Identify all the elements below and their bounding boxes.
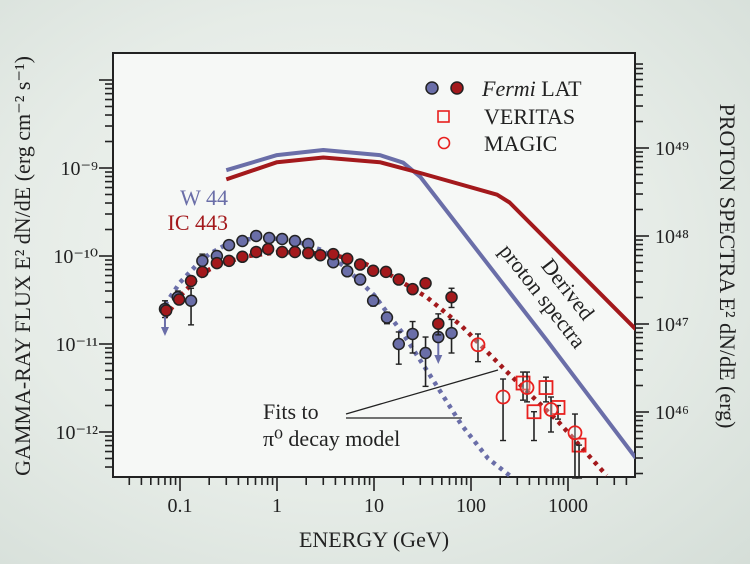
y-left-tick-label: 10⁻¹⁰ xyxy=(53,246,98,268)
x-tick-label: 0.1 xyxy=(168,495,193,517)
veritas-point xyxy=(538,380,554,395)
ic-443-point xyxy=(196,265,209,279)
magic-point xyxy=(519,380,535,395)
ic-443-point xyxy=(326,247,340,261)
w-44-point xyxy=(288,234,302,248)
w-44-proton-spectrum-curve xyxy=(225,148,635,460)
legend-marker-ic443 xyxy=(450,81,464,95)
legend-marker-veritas xyxy=(437,110,450,123)
ic-443-point xyxy=(288,245,302,259)
upper-limit-arrowhead xyxy=(434,355,443,365)
ic-443-point xyxy=(249,245,263,259)
ic-443-point xyxy=(366,264,380,277)
magic-point xyxy=(567,425,583,441)
ic-443-point xyxy=(222,254,236,268)
ic-443-point xyxy=(172,293,186,306)
legend-label-magic: MAGIC xyxy=(484,131,557,156)
legend-marker-magic xyxy=(437,136,451,150)
legend-label-veritas: VERITAS xyxy=(484,104,575,129)
magic-point xyxy=(543,402,559,417)
ic-443-point xyxy=(275,245,289,259)
ic-443-point xyxy=(261,242,275,256)
veritas-point xyxy=(515,375,531,391)
legend-marker-w44 xyxy=(425,81,439,95)
label-ic443: IC 443 xyxy=(168,210,229,235)
ic-443-point xyxy=(406,282,419,296)
x-tick-label: 10 xyxy=(364,495,384,517)
ic-443-point xyxy=(302,246,315,260)
w-44-point xyxy=(380,311,394,324)
y-right-tick-label: 10⁴⁹ xyxy=(655,138,689,160)
y-left-tick-label: 10⁻¹² xyxy=(55,422,98,444)
fits-annotation-line1: Fits to xyxy=(263,399,319,424)
veritas-point xyxy=(526,404,542,420)
w-44-point xyxy=(222,238,236,252)
w-44-point xyxy=(353,273,367,286)
fits-pointer-line xyxy=(345,369,499,415)
w-44-point xyxy=(236,234,249,248)
upper-limit-arrowhead xyxy=(160,326,169,336)
ic-443-point xyxy=(432,317,445,330)
y-left-tick-label: 10⁻⁹ xyxy=(60,158,98,180)
legend-fermi-italic: Fermi xyxy=(481,76,536,101)
w-44-point xyxy=(262,231,276,245)
y-right-tick-label: 10⁴⁶ xyxy=(655,402,689,424)
x-axis-label: ENERGY (GeV) xyxy=(299,527,449,552)
ic-443-point xyxy=(184,274,198,288)
ic-443-point xyxy=(159,304,173,317)
fits-annotation-line2: π⁰ decay model xyxy=(263,426,400,451)
x-tick-label: 100 xyxy=(456,495,486,517)
ic-443-point xyxy=(314,248,327,262)
w-44-point xyxy=(445,326,458,340)
w-44-point xyxy=(184,294,198,308)
y-axis-label-right: PROTON SPECTRA E² dN/dE (erg) xyxy=(715,104,740,429)
y-left-tick-label: 10⁻¹¹ xyxy=(55,334,98,356)
ic-443-point xyxy=(210,256,224,270)
axis-ticks: 0.1 1 10 100 1000 10⁻⁹ 10⁻¹⁰ 10⁻¹¹ 10⁻¹² 10⁴⁹ 10⁴⁸… xyxy=(53,63,689,517)
y-right-tick-label: 10⁴⁷ xyxy=(655,314,689,336)
ic-443-point xyxy=(419,277,432,290)
ic-443-point xyxy=(341,252,354,266)
ic-443-point xyxy=(379,265,393,279)
label-w44: W 44 xyxy=(180,185,228,210)
x-tick-label: 1 xyxy=(272,495,282,517)
ic-443-point xyxy=(353,258,367,271)
ic-443-point xyxy=(236,250,249,264)
legend: Fermi LAT VERITAS MAGIC xyxy=(425,76,582,156)
w-44-point xyxy=(341,265,354,278)
w-44-point xyxy=(392,337,406,351)
w-44-point xyxy=(419,346,432,360)
x-tick-label: 1000 xyxy=(548,495,588,517)
w-44-point xyxy=(366,294,380,308)
y-axis-label-left: GAMMA-RAY FLUX E² dN/dE (erg cm⁻² s⁻¹) xyxy=(10,56,35,476)
w-44-point xyxy=(406,327,419,341)
magic-point xyxy=(470,337,486,353)
magic-point xyxy=(495,389,511,405)
ic-443-point xyxy=(445,290,458,304)
y-right-tick-label: 10⁴⁸ xyxy=(655,226,689,248)
w-44-point xyxy=(275,232,289,246)
data-points xyxy=(158,229,587,479)
w-44-point xyxy=(196,254,209,268)
legend-fermi-rest: LAT xyxy=(541,76,582,101)
w-44-point xyxy=(249,229,263,243)
ic-443-point xyxy=(392,273,406,286)
legend-label-fermi: Fermi LAT xyxy=(481,76,582,101)
ic-443-proton-spectrum-curve xyxy=(225,155,635,331)
